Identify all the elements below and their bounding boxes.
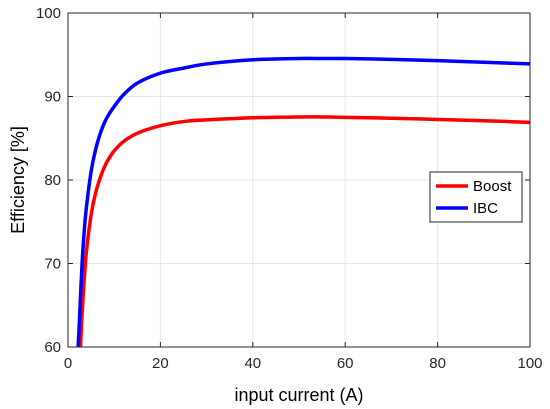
legend-label-ibc: IBC: [473, 200, 498, 217]
y-tick-label: 100: [36, 5, 61, 22]
y-tick-label: 60: [44, 339, 61, 356]
y-tick-label: 80: [44, 172, 61, 189]
x-tick-label: 100: [517, 355, 542, 372]
x-axis-label: input current (A): [234, 385, 363, 405]
x-tick-label: 0: [64, 355, 72, 372]
y-tick-label: 90: [44, 89, 61, 106]
legend: Boost IBC: [429, 171, 523, 223]
series-line-ibc: [76, 56, 530, 347]
x-tick-label: 40: [244, 355, 261, 372]
x-tick-label: 80: [429, 355, 446, 372]
legend-label-boost: Boost: [473, 178, 512, 195]
tick-labels: 0 20 40 60 80 100 60 70 80 90 100: [36, 5, 543, 372]
series-line-boost: [78, 115, 530, 347]
y-axis-label: Efficiency [%]: [8, 126, 28, 234]
legend-box: [429, 171, 523, 223]
x-tick-label: 60: [337, 355, 354, 372]
series-lines: [76, 56, 530, 347]
x-tick-label: 20: [152, 355, 169, 372]
y-tick-label: 70: [44, 256, 61, 273]
